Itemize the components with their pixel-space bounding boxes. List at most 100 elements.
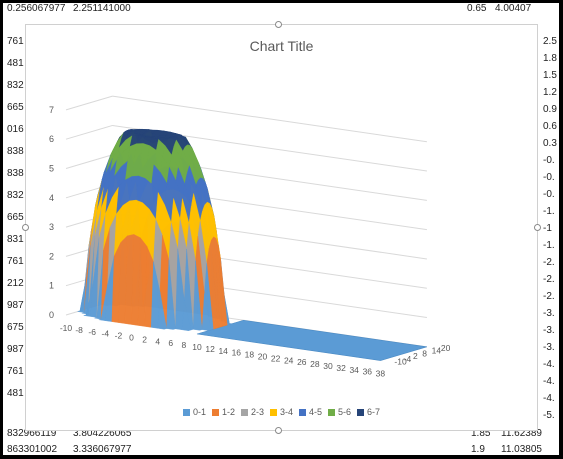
legend-swatch: [299, 408, 306, 416]
left-cell[interactable]: 831: [7, 234, 24, 245]
right-cell[interactable]: 2.5: [543, 36, 557, 47]
right-cell[interactable]: -4.: [543, 359, 555, 370]
right-cell[interactable]: -2.: [543, 257, 555, 268]
left-cell[interactable]: 987: [7, 300, 24, 311]
z-tick-label: 2: [49, 251, 54, 261]
right-cell[interactable]: -1.: [543, 240, 555, 251]
x-tick-label: -2: [115, 331, 123, 341]
resize-handle-top[interactable]: [275, 21, 282, 28]
right-cell[interactable]: -2.: [543, 291, 555, 302]
x-tick-label: 34: [349, 365, 359, 375]
cell-bottom-b[interactable]: 3.804226065: [73, 428, 132, 439]
z-tick-label: 1: [49, 281, 54, 291]
surface-patch: [201, 293, 212, 331]
cell-bottom2-b[interactable]: 3.336067977: [73, 444, 132, 455]
left-cell[interactable]: 761: [7, 366, 24, 377]
right-cell[interactable]: -0.: [543, 189, 555, 200]
legend-label: 6-7: [367, 407, 381, 417]
x-tick-label: 28: [310, 359, 320, 369]
gridline: [112, 95, 427, 143]
x-tick-label: 2: [142, 334, 147, 344]
y-tick-label: -10: [394, 357, 407, 367]
left-cell[interactable]: 761: [7, 256, 24, 267]
left-cell[interactable]: 481: [7, 58, 24, 69]
legend-item[interactable]: 3-4: [269, 407, 293, 417]
cell-bottom2-a[interactable]: 863301002: [7, 444, 58, 455]
surface-patch: [157, 292, 167, 330]
left-cell[interactable]: 665: [7, 212, 24, 223]
right-cell[interactable]: 1.5: [543, 70, 557, 81]
left-cell[interactable]: 838: [7, 168, 24, 179]
right-cell[interactable]: -0.: [543, 172, 555, 183]
cell-bottom-c[interactable]: 1.85: [471, 428, 491, 439]
right-cell[interactable]: -0.: [543, 155, 555, 166]
right-cell[interactable]: -1.: [543, 206, 555, 217]
left-cell[interactable]: 481: [7, 388, 24, 399]
y-tick-label: 8: [422, 348, 427, 358]
right-cell[interactable]: -3.: [543, 325, 555, 336]
legend-item[interactable]: 0-1: [182, 407, 206, 417]
left-cell[interactable]: 832: [7, 190, 24, 201]
right-cell[interactable]: -4.: [543, 393, 555, 404]
cell-top-c[interactable]: 0.65: [467, 3, 487, 14]
cell-top-a[interactable]: 0.256067977: [7, 3, 66, 14]
gridline: [65, 95, 113, 111]
legend-item[interactable]: 6-7: [357, 407, 380, 417]
left-cell[interactable]: 016: [7, 124, 24, 135]
z-tick-label: 6: [49, 134, 54, 144]
surface-patch: [181, 300, 192, 331]
left-cell[interactable]: 212: [7, 278, 24, 289]
legend-label: 0-1: [192, 407, 206, 417]
chart-title[interactable]: Chart Title: [249, 38, 314, 54]
surface-patch: [192, 260, 203, 331]
right-cell[interactable]: 1.8: [543, 53, 557, 64]
chart-area[interactable]: Chart Title 0 1 2 3 4 5 6 7 -10 -8 -6 -4 -2 0 2 4 6 8 10 12…: [25, 24, 538, 431]
x-tick-label: 12: [205, 344, 215, 354]
left-cell[interactable]: 675: [7, 322, 24, 333]
right-cell[interactable]: -4.: [543, 376, 555, 387]
x-tick-label: 38: [376, 369, 386, 379]
x-tick-label: 30: [323, 361, 333, 371]
left-cell[interactable]: 987: [7, 344, 24, 355]
legend-item[interactable]: 1-2: [211, 407, 235, 417]
cell-bottom2-c[interactable]: 1.9: [471, 444, 485, 455]
right-cell[interactable]: -1: [543, 223, 552, 234]
cell-top-b[interactable]: 2.251141000: [73, 3, 131, 14]
cell-top-d[interactable]: 4.00407: [495, 3, 532, 14]
x-tick-label: -10: [60, 323, 73, 333]
legend-label: 5-6: [338, 407, 352, 417]
legend-item[interactable]: 5-6: [328, 407, 351, 417]
x-tick-label: 16: [232, 348, 242, 358]
right-cell[interactable]: -3.: [543, 308, 555, 319]
resize-handle-bottom[interactable]: [275, 427, 282, 434]
legend-label: 1-2: [221, 407, 235, 417]
left-cell[interactable]: 665: [7, 102, 24, 113]
cell-bottom-d[interactable]: 11.62389: [501, 428, 542, 439]
right-cell[interactable]: 0.3: [543, 138, 557, 149]
chart-legend[interactable]: 0-1 1-2 2-3 3-4 4-5 5-6 6-7: [26, 407, 537, 417]
legend-label: 2-3: [250, 407, 264, 417]
right-cell[interactable]: -5.: [543, 410, 555, 421]
left-cell[interactable]: 838: [7, 146, 24, 157]
cell-bottom2-d[interactable]: 11.03805: [501, 444, 542, 455]
right-cell[interactable]: 0.6: [543, 121, 557, 132]
right-cell[interactable]: -3.: [543, 342, 555, 353]
right-cell[interactable]: 0.9: [543, 104, 557, 115]
legend-item[interactable]: 4-5: [299, 407, 322, 417]
resize-handle-left[interactable]: [22, 224, 29, 231]
gridline: [65, 124, 113, 140]
cell-bottom-a[interactable]: 832966119: [7, 428, 57, 439]
right-cell[interactable]: -2.: [543, 274, 555, 285]
z-tick-label: 5: [49, 164, 54, 174]
x-tick-label: 32: [336, 363, 346, 373]
x-tick-label: 26: [297, 357, 307, 367]
left-cell[interactable]: 761: [7, 36, 24, 47]
legend-swatch: [357, 408, 365, 416]
right-cell[interactable]: 1.2: [543, 87, 557, 98]
legend-item[interactable]: 2-3: [240, 407, 264, 417]
x-tick-label: 6: [168, 338, 173, 348]
x-tick-label: -4: [102, 329, 110, 339]
resize-handle-right[interactable]: [534, 224, 541, 231]
left-cell[interactable]: 832: [7, 80, 24, 91]
